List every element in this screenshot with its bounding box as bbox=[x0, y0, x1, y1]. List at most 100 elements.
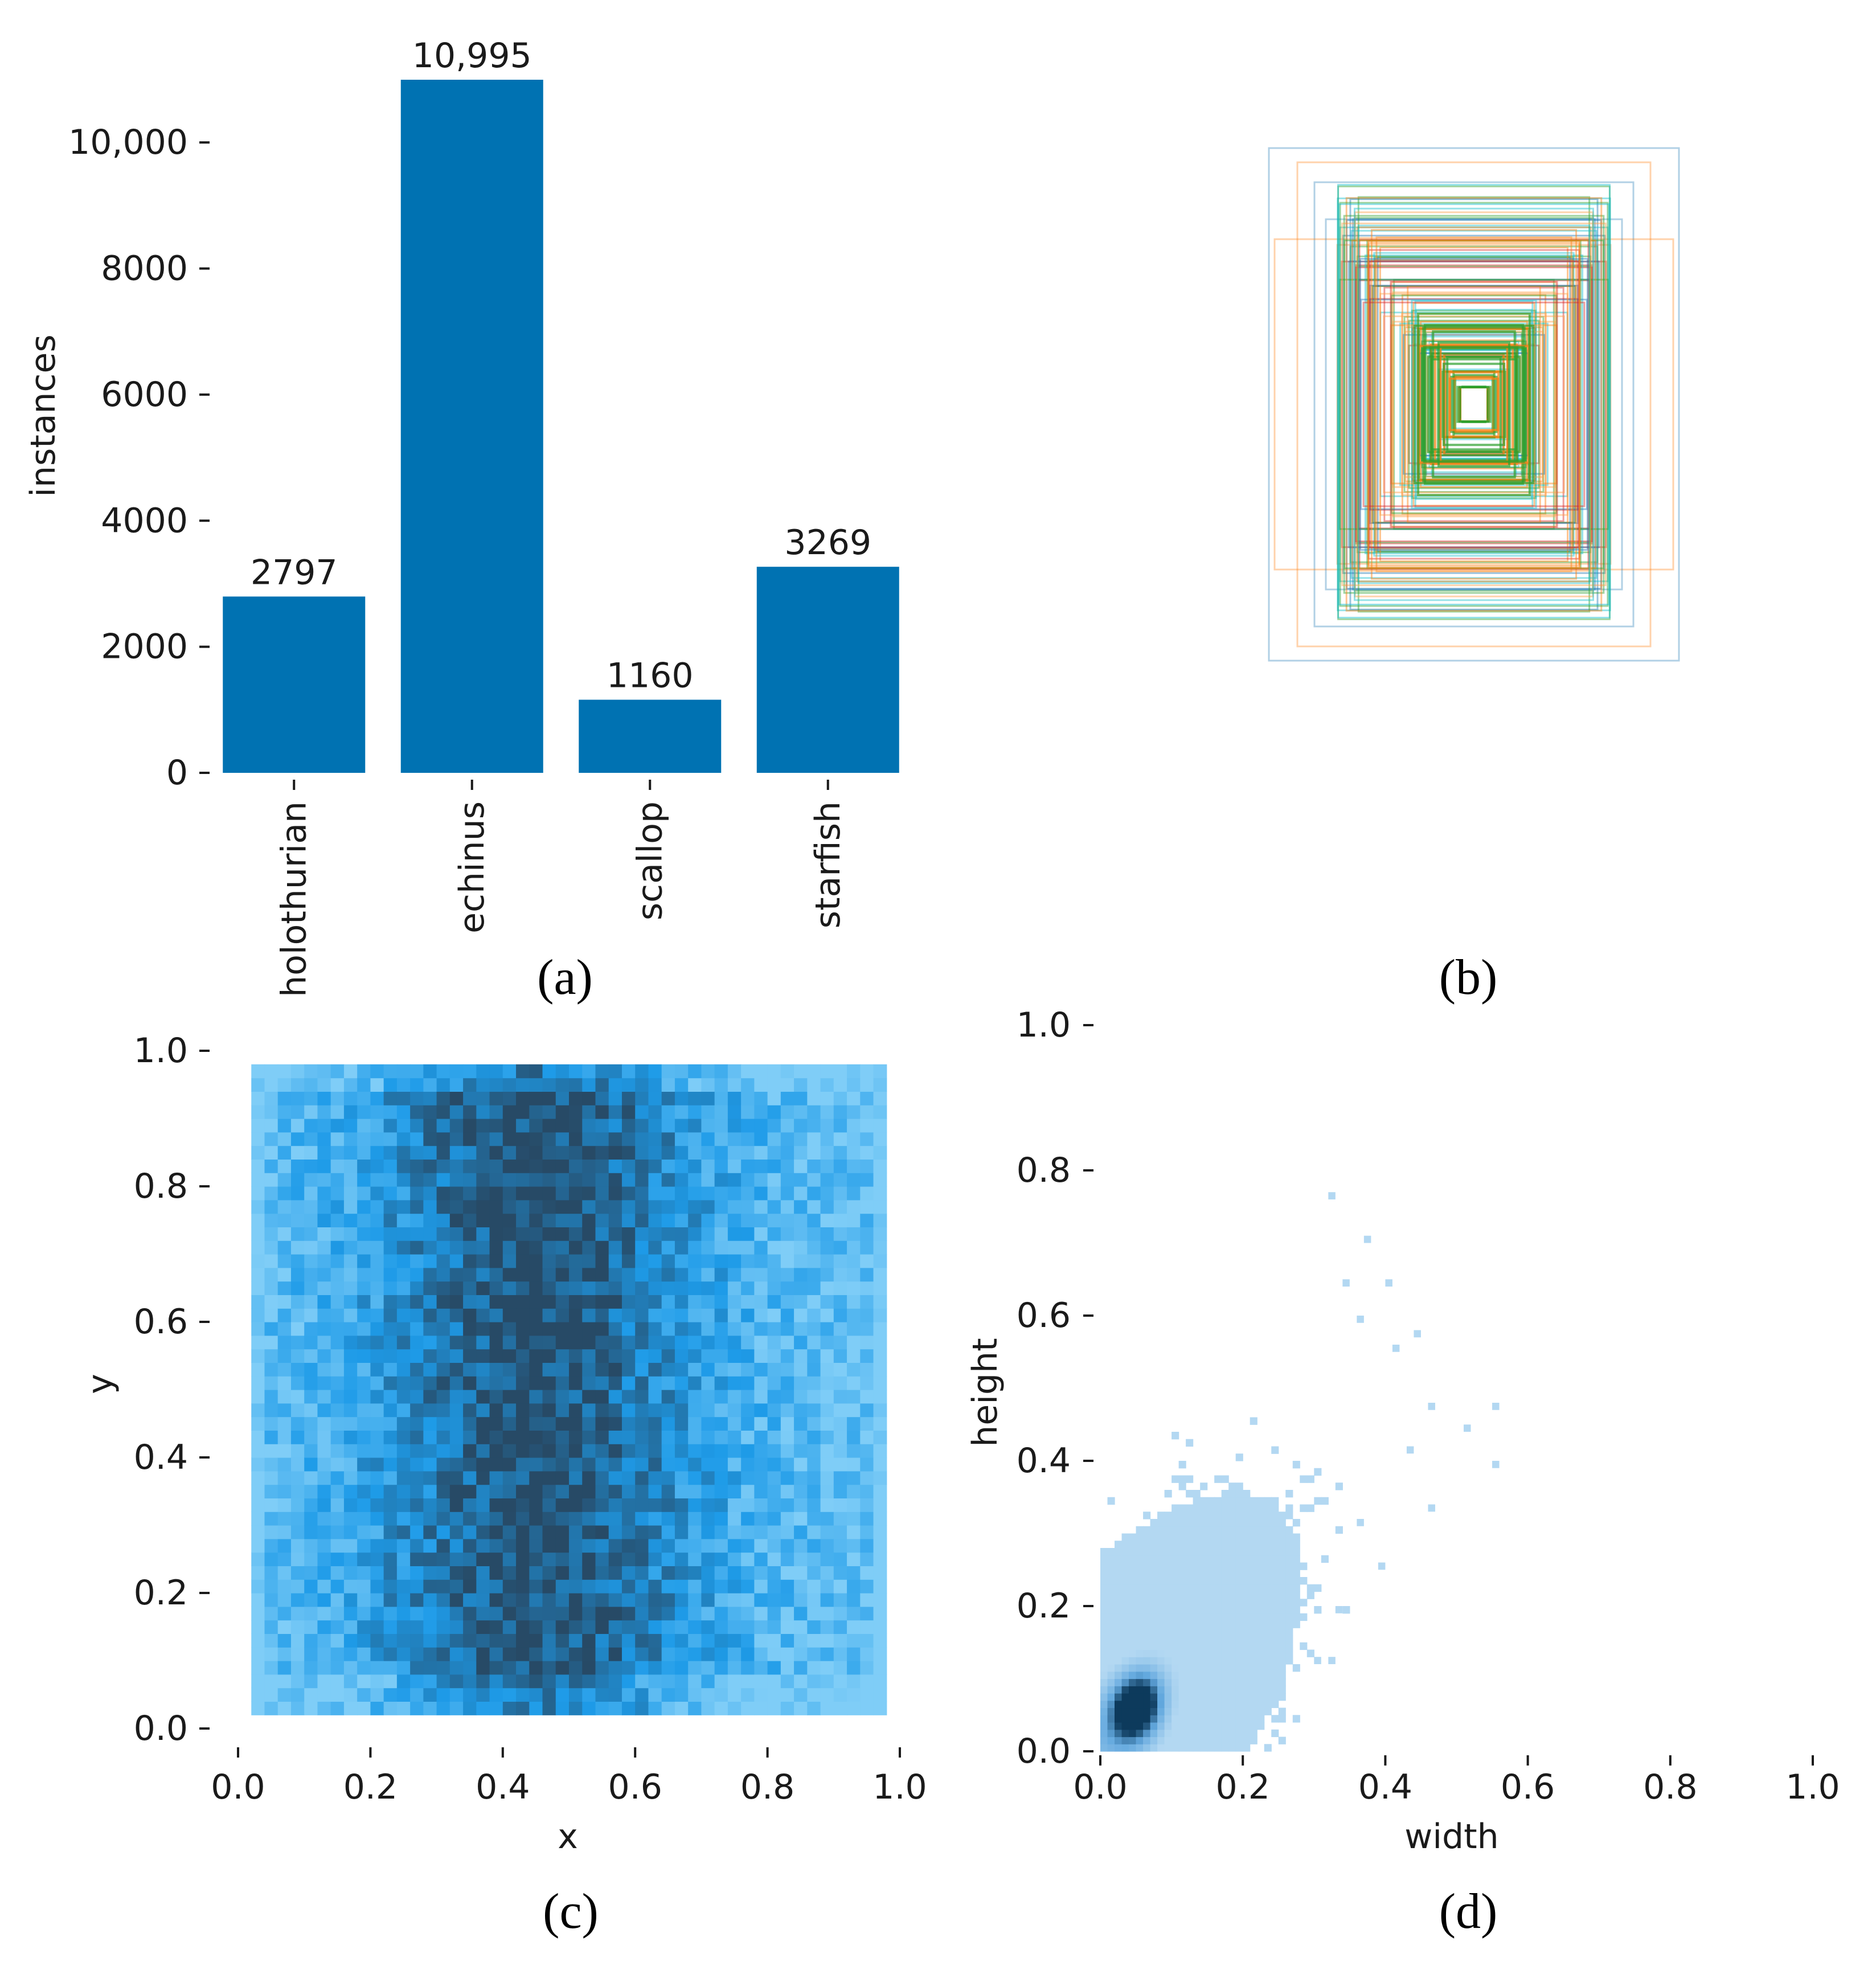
heat-cell bbox=[741, 1349, 755, 1363]
heat-cell bbox=[489, 1390, 503, 1404]
heat-cell bbox=[423, 1376, 437, 1390]
heat-cell bbox=[1200, 1642, 1208, 1650]
heat-cell bbox=[317, 1145, 331, 1160]
heat-cell bbox=[1107, 1613, 1115, 1621]
heat-cell bbox=[277, 1484, 292, 1498]
heat-cell bbox=[847, 1552, 861, 1566]
heat-cell bbox=[449, 1227, 464, 1241]
heat-cell bbox=[860, 1457, 874, 1472]
heat-cell bbox=[1300, 1613, 1308, 1621]
heat-cell bbox=[264, 1240, 278, 1255]
heat-cell bbox=[1157, 1686, 1165, 1694]
heat-cell bbox=[754, 1199, 768, 1214]
heat-cell bbox=[754, 1105, 768, 1119]
heat-cell bbox=[1178, 1649, 1186, 1657]
heat-cell bbox=[502, 1132, 517, 1146]
heat-cell bbox=[251, 1322, 265, 1336]
heat-cell bbox=[635, 1512, 649, 1526]
heat-cell bbox=[635, 1620, 649, 1634]
heat-cell bbox=[277, 1254, 292, 1268]
heat-cell bbox=[701, 1145, 715, 1160]
heat-cell bbox=[423, 1145, 437, 1160]
heat-cell bbox=[370, 1647, 384, 1661]
heat-cell bbox=[396, 1308, 411, 1322]
heat-cell bbox=[1172, 1649, 1179, 1657]
heat-cell bbox=[1129, 1722, 1137, 1730]
heat-cell bbox=[502, 1701, 517, 1715]
heat-cell bbox=[1178, 1526, 1186, 1534]
heat-cell bbox=[317, 1620, 331, 1634]
heat-cell bbox=[1200, 1657, 1208, 1665]
heat-cell bbox=[794, 1552, 808, 1566]
heat-cell bbox=[1193, 1729, 1201, 1738]
heat-cell bbox=[1214, 1570, 1222, 1578]
bbox-outline bbox=[1357, 279, 1591, 530]
heat-cell bbox=[608, 1322, 622, 1336]
heat-cell bbox=[780, 1240, 794, 1255]
heat-cell bbox=[873, 1633, 887, 1648]
heat-cell bbox=[754, 1390, 768, 1404]
heat-cell bbox=[423, 1105, 437, 1119]
heat-cell bbox=[661, 1064, 675, 1079]
heat-cell bbox=[304, 1471, 318, 1485]
heat-cell bbox=[621, 1403, 636, 1418]
heat-cell bbox=[423, 1308, 437, 1322]
heat-cell bbox=[1143, 1620, 1151, 1628]
heat-cell bbox=[555, 1335, 570, 1350]
heat-cell bbox=[357, 1579, 371, 1594]
heat-cell bbox=[767, 1295, 781, 1309]
heat-cell bbox=[516, 1566, 530, 1580]
heat-cell bbox=[357, 1620, 371, 1634]
heat-cell bbox=[1143, 1657, 1151, 1665]
bbox-outline bbox=[1351, 239, 1597, 570]
heat-cell bbox=[529, 1240, 543, 1255]
heat-cell bbox=[635, 1145, 649, 1160]
heat-cell bbox=[635, 1376, 649, 1390]
heat-cell bbox=[701, 1078, 715, 1092]
heat-cell bbox=[489, 1403, 503, 1418]
heat-cell bbox=[767, 1376, 781, 1390]
heat-cell bbox=[741, 1145, 755, 1160]
heat-cell bbox=[264, 1213, 278, 1227]
heat-cell bbox=[873, 1281, 887, 1295]
heat-cell bbox=[582, 1471, 596, 1485]
heat-cell bbox=[1157, 1649, 1165, 1657]
bbox-outline bbox=[1371, 285, 1576, 524]
heat-cell bbox=[516, 1593, 530, 1607]
heat-cell bbox=[741, 1240, 755, 1255]
heat-cell bbox=[489, 1159, 503, 1173]
heat-cell bbox=[330, 1390, 345, 1404]
heat-cell bbox=[1257, 1649, 1265, 1657]
heat-cell bbox=[1193, 1744, 1201, 1752]
heat-cell bbox=[264, 1199, 278, 1214]
heat-cell bbox=[688, 1457, 702, 1472]
heat-cell bbox=[1121, 1736, 1129, 1744]
heat-cell bbox=[648, 1525, 662, 1539]
heat-cell bbox=[357, 1661, 371, 1675]
heat-cell bbox=[1278, 1736, 1286, 1744]
heat-cell bbox=[436, 1566, 450, 1580]
heat-cell bbox=[1136, 1577, 1144, 1585]
heat-cell bbox=[304, 1132, 318, 1146]
heat-cell bbox=[1257, 1671, 1265, 1680]
heat-cell bbox=[1136, 1693, 1144, 1701]
heat-cell bbox=[688, 1390, 702, 1404]
heat-cell bbox=[595, 1227, 609, 1241]
heat-cell bbox=[714, 1267, 728, 1282]
heat-cell bbox=[873, 1308, 887, 1322]
heat-cell bbox=[1264, 1664, 1272, 1672]
heat-cell bbox=[290, 1322, 305, 1336]
heat-cell bbox=[516, 1078, 530, 1092]
heat-cell bbox=[1100, 1613, 1108, 1621]
heat-cell bbox=[396, 1362, 411, 1377]
heat-cell bbox=[1107, 1700, 1115, 1709]
heat-cell bbox=[595, 1498, 609, 1512]
heat-cell bbox=[304, 1701, 318, 1715]
heat-cell bbox=[529, 1145, 543, 1160]
heat-cell bbox=[754, 1376, 768, 1390]
heat-cell bbox=[648, 1620, 662, 1634]
heat-cell bbox=[635, 1335, 649, 1350]
heat-cell bbox=[582, 1267, 596, 1282]
heat-cell bbox=[396, 1416, 411, 1431]
heat-cell bbox=[1264, 1548, 1272, 1556]
